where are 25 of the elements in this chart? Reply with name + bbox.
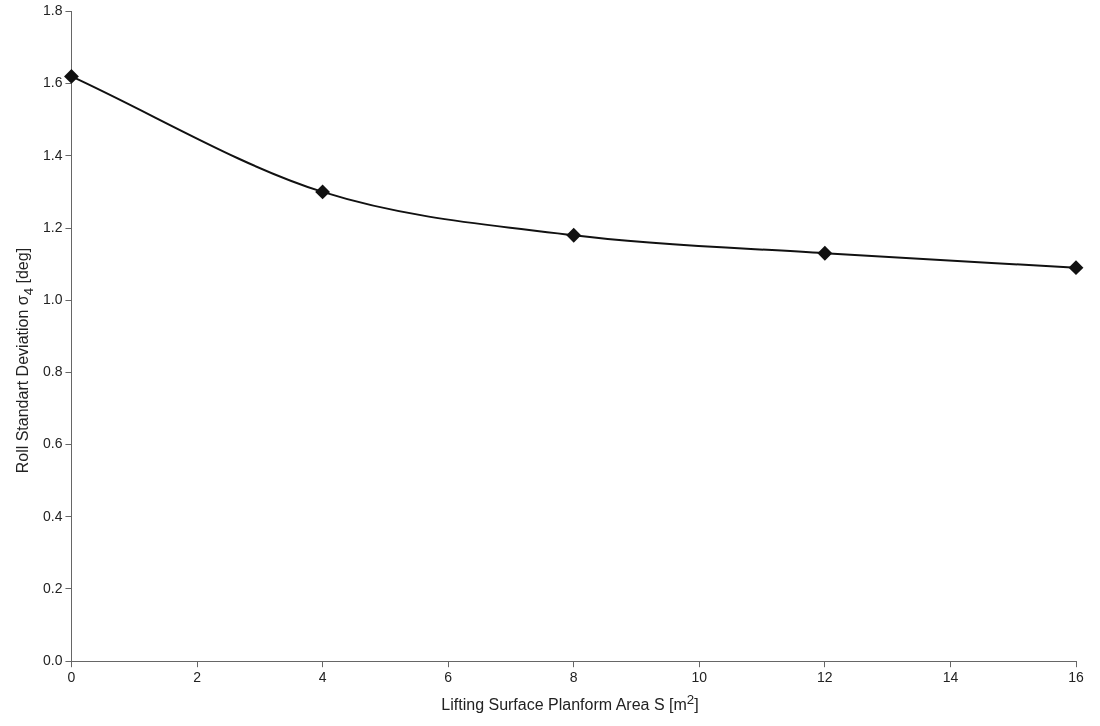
y-tick-label: 1.2	[42, 218, 63, 235]
point	[1069, 260, 1083, 275]
y-tick-label: 1.6	[42, 74, 63, 91]
x-tick-label: 16	[1068, 669, 1084, 686]
x-tick-label: 14	[942, 669, 959, 686]
x-tick-label: 8	[569, 669, 578, 686]
x-tick-label: 0	[67, 669, 76, 686]
y-tick-label: 0.6	[42, 435, 63, 452]
y-tick-label: 1.8	[42, 2, 63, 19]
y-tick-label: 0.4	[42, 507, 63, 524]
y-tick-label: 0.0	[42, 652, 63, 669]
x-tick-label: 12	[817, 669, 833, 686]
x-tick-label: 2	[193, 669, 202, 686]
y-tick-label: 1.4	[42, 146, 63, 163]
point	[64, 69, 79, 84]
y-tick-label: 1.0	[42, 291, 63, 308]
point	[566, 228, 581, 243]
x-tick-label: 6	[444, 669, 453, 686]
y-tick-label: 0.8	[42, 363, 63, 380]
point	[817, 246, 832, 261]
point	[315, 184, 330, 199]
y-tick-label: 0.2	[42, 579, 63, 596]
x-tick-label: 10	[691, 669, 708, 686]
x-axis-title: Lifting Surface Planform Area S [m$^{2}$]	[440, 692, 700, 715]
x-tick-label: 4	[318, 669, 327, 686]
